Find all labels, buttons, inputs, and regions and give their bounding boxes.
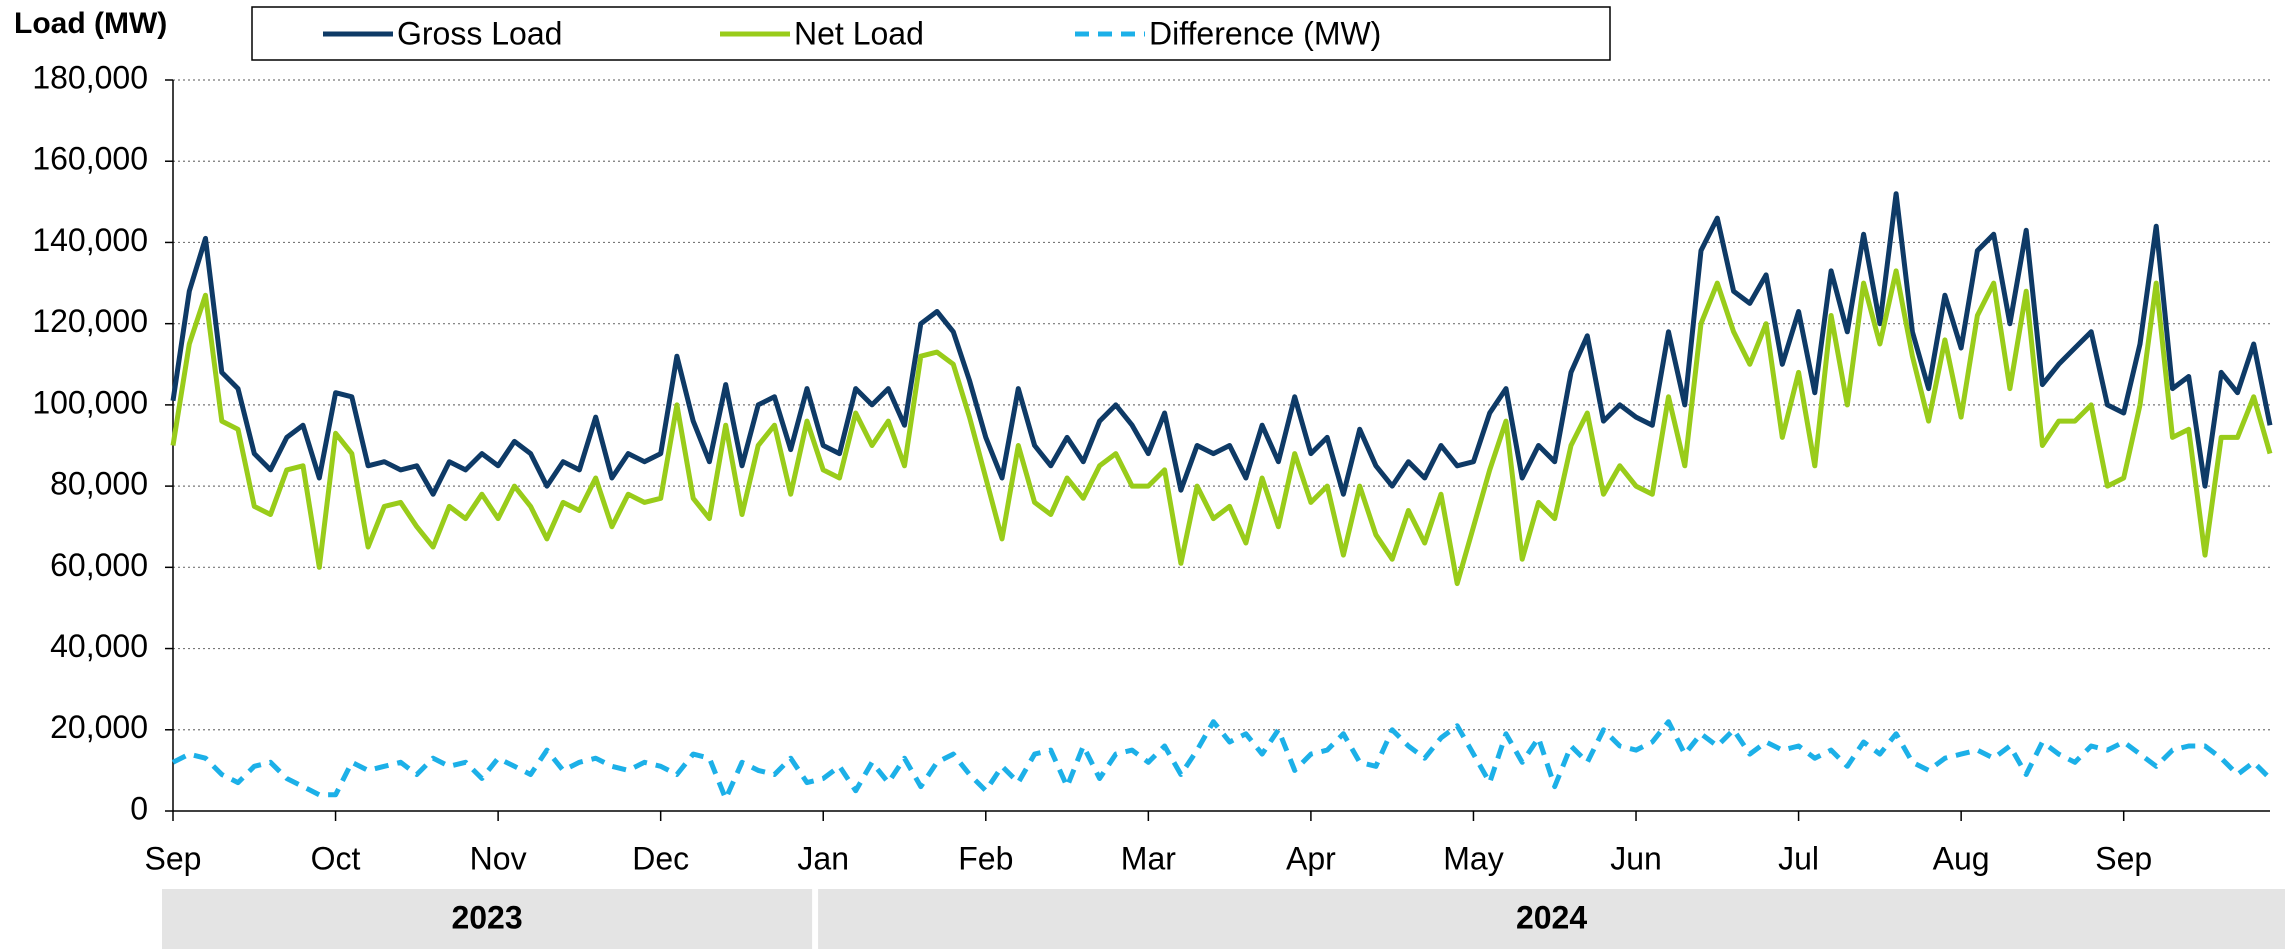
series-line <box>171 719 2272 802</box>
series-line <box>170 268 2273 587</box>
legend-box <box>251 6 1611 61</box>
legend-label: Gross Load <box>397 15 562 51</box>
y-tick-label: 60,000 <box>50 547 148 583</box>
y-tick-label: 120,000 <box>32 303 148 339</box>
y-tick-label: 180,000 <box>32 59 148 95</box>
y-tick-label: 80,000 <box>50 466 148 502</box>
legend-label: Difference (MW) <box>1149 15 1381 51</box>
x-tick-label: Oct <box>311 840 361 876</box>
year-band <box>818 889 2285 949</box>
x-tick-label: Jun <box>1610 840 1662 876</box>
x-tick-label: May <box>1443 840 1503 876</box>
series-line <box>170 191 2273 497</box>
y-tick-label: 20,000 <box>50 709 148 745</box>
x-tick-label: Mar <box>1121 840 1176 876</box>
year-label: 2023 <box>451 899 522 935</box>
y-tick-label: 160,000 <box>32 141 148 177</box>
x-tick-label: Feb <box>958 840 1013 876</box>
legend-label: Net Load <box>794 15 924 51</box>
x-tick-label: Sep <box>145 840 202 876</box>
year-label: 2024 <box>1516 899 1587 935</box>
x-tick-label: Sep <box>2095 840 2152 876</box>
year-band <box>162 889 813 949</box>
x-tick-label: Apr <box>1286 840 1336 876</box>
x-tick-label: Nov <box>470 840 527 876</box>
y-tick-label: 100,000 <box>32 384 148 420</box>
x-tick-label: Jan <box>797 840 849 876</box>
x-tick-label: Aug <box>1933 840 1990 876</box>
y-axis-title: Load (MW) <box>14 7 167 40</box>
x-tick-label: Jul <box>1778 840 1819 876</box>
y-tick-label: 140,000 <box>32 222 148 258</box>
x-tick-label: Dec <box>632 840 689 876</box>
y-tick-label: 40,000 <box>50 628 148 664</box>
y-tick-label: 0 <box>130 790 148 826</box>
